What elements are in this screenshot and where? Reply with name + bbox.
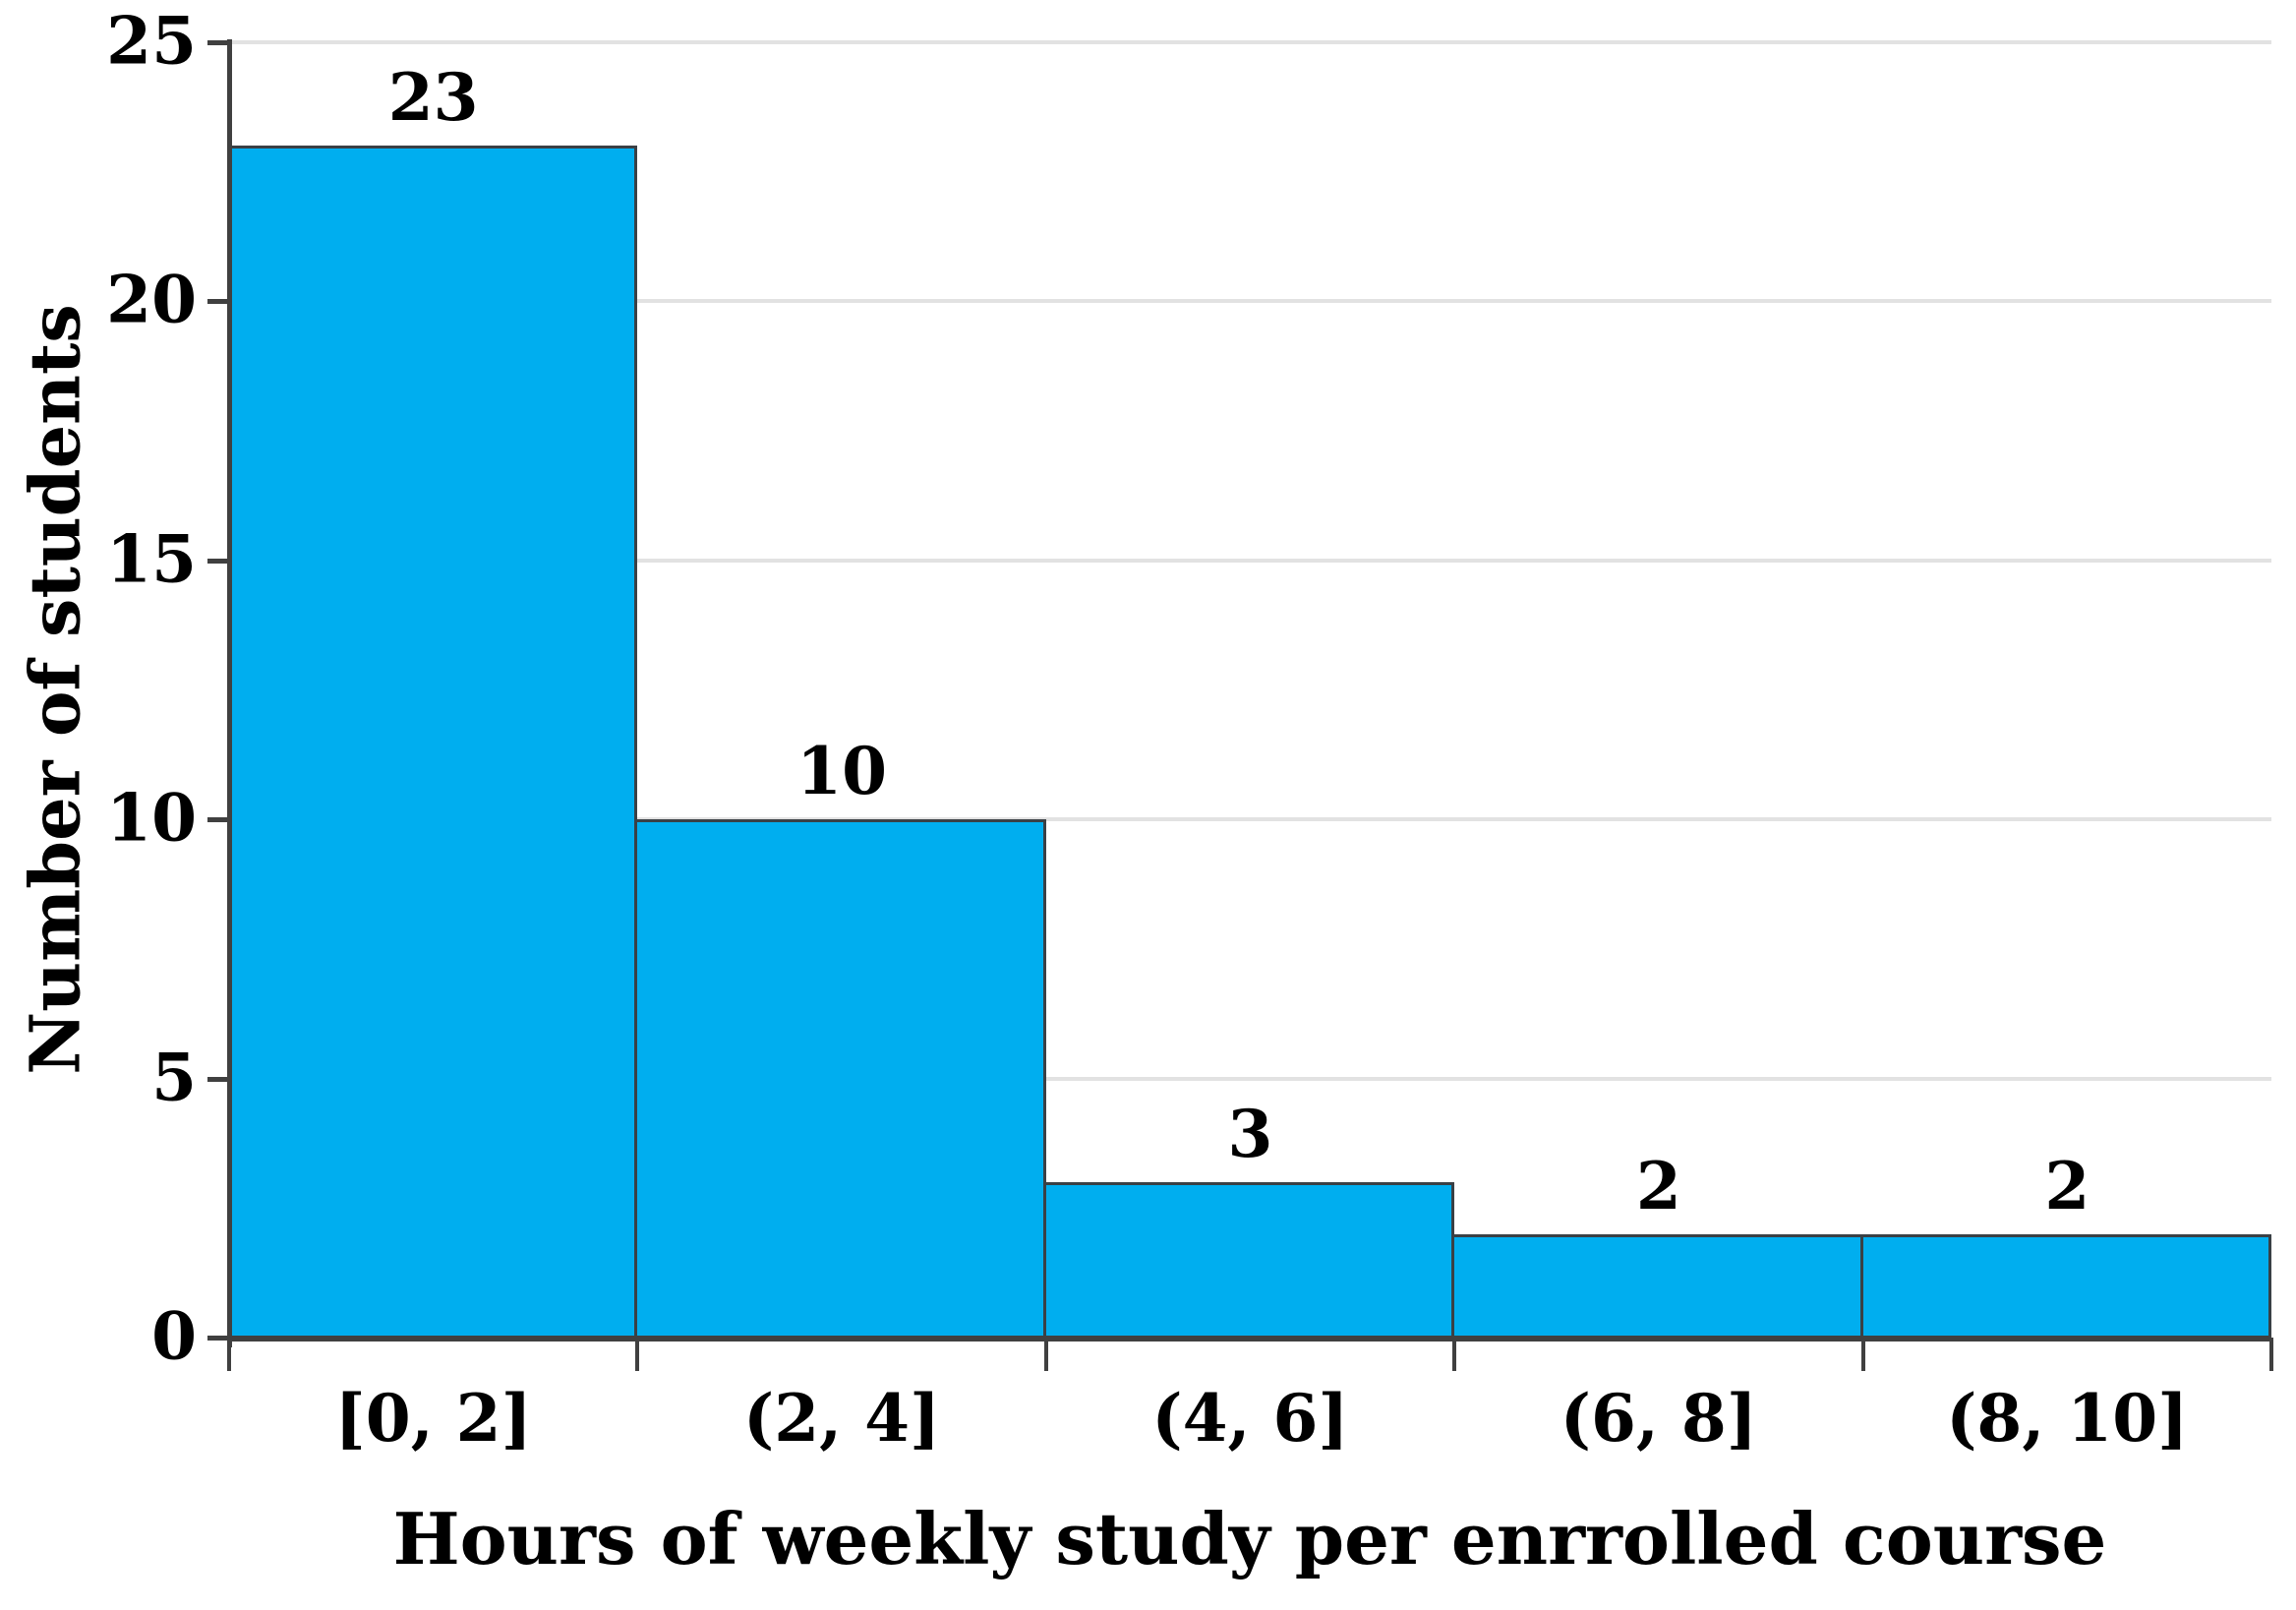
- x-axis-tick: [1860, 1338, 1865, 1371]
- x-axis-tick: [1043, 1338, 1048, 1371]
- x-axis-tick: [2269, 1338, 2273, 1371]
- x-tick-label: [0, 2]: [334, 1380, 532, 1457]
- bar-value-label: 2: [2044, 1147, 2090, 1224]
- y-axis-tick: [207, 558, 229, 564]
- y-axis-tick: [207, 1076, 229, 1082]
- bar-value-label: 23: [387, 59, 479, 137]
- y-tick-label: 0: [151, 1297, 197, 1375]
- bar-value-label: 3: [1227, 1095, 1273, 1172]
- gridline: [229, 558, 2271, 563]
- bar: [1859, 1233, 2271, 1338]
- gridline: [229, 1076, 2271, 1081]
- y-tick-label: 20: [106, 262, 197, 339]
- y-axis-line: [227, 39, 232, 1347]
- y-tick-label: 10: [106, 779, 197, 857]
- x-axis-tick: [635, 1338, 640, 1371]
- y-tick-label: 5: [151, 1039, 197, 1116]
- y-axis-title: Number of students: [14, 304, 96, 1075]
- bar: [1451, 1233, 1863, 1338]
- y-tick-label: 25: [106, 2, 197, 80]
- x-axis-tick: [227, 1338, 231, 1371]
- bar-value-label: 10: [796, 733, 888, 810]
- plot-area: 23 10 3 2 2: [229, 40, 2271, 1338]
- bar: [634, 819, 1046, 1338]
- gridline: [229, 40, 2271, 44]
- x-tick-label: (4, 6]: [1151, 1380, 1349, 1457]
- y-axis-tick: [207, 1336, 229, 1341]
- y-axis-tick: [207, 817, 229, 823]
- x-axis-title: Hours of weekly study per enrrolled cour…: [392, 1497, 2107, 1580]
- y-axis-tick: [207, 40, 229, 45]
- y-tick-label: 15: [106, 520, 197, 598]
- x-tick-label: (8, 10]: [1946, 1380, 2189, 1457]
- gridline: [229, 817, 2271, 822]
- bar: [1042, 1181, 1455, 1338]
- x-tick-label: (2, 4]: [742, 1380, 941, 1457]
- y-axis-tick: [207, 299, 229, 305]
- x-tick-label: (6, 8]: [1560, 1380, 1758, 1457]
- bar: [229, 146, 638, 1338]
- bar-value-label: 2: [1635, 1147, 1681, 1224]
- gridline: [229, 299, 2271, 304]
- x-axis-tick: [1452, 1338, 1457, 1371]
- x-axis-line: [227, 1336, 2271, 1342]
